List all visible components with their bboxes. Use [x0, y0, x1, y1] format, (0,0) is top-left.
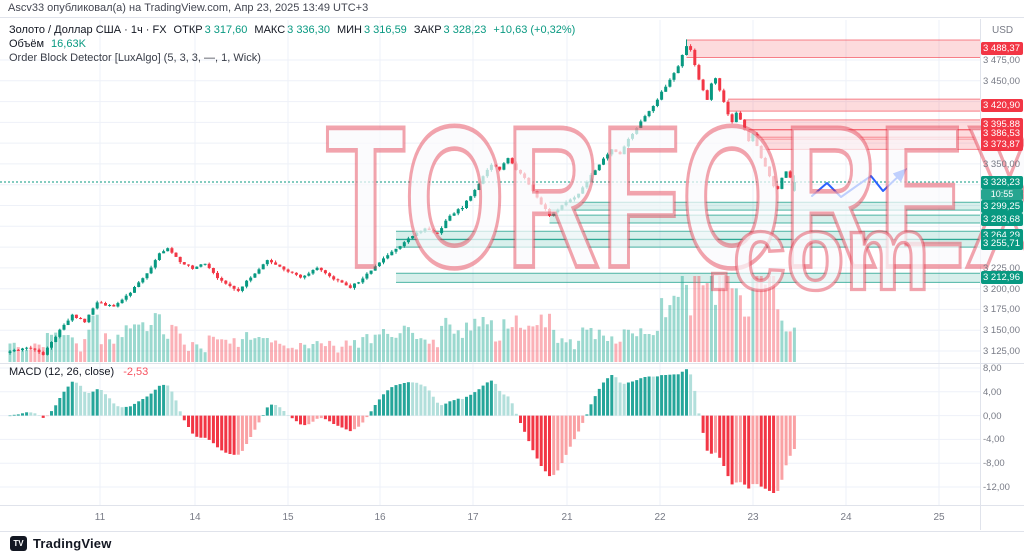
ohlc-close: ЗАКР 3 328,23: [413, 24, 487, 36]
publish-info-text: Ascv33 опубликовал(а) на TradingView.com…: [8, 2, 369, 14]
bottom-attribution-bar: TV TradingView: [0, 531, 1024, 554]
macd-layer: [8, 369, 796, 493]
currency-label: USD: [992, 25, 1014, 36]
macd-legend-row[interactable]: MACD (12, 26, close) -2,53: [9, 366, 148, 378]
volume-value: 16,63K: [51, 38, 86, 50]
volume-legend-row[interactable]: Объём 16,63K: [9, 37, 575, 51]
symbol-legend-row[interactable]: Золото / Доллар США · 1ч · FX ОТКР 3 317,…: [9, 23, 575, 37]
ohlc-open: ОТКР 3 317,60: [173, 24, 248, 36]
ohlc-low: МИН 3 316,59: [336, 24, 407, 36]
ohlc-high: МАКС 3 336,30: [254, 24, 330, 36]
volume-label: Объём: [9, 38, 45, 50]
indicator-title: Order Block Detector [LuxAlgo] (5, 3, 3,…: [9, 52, 261, 64]
macd-title: MACD (12, 26, close): [9, 366, 115, 378]
indicator-legend-row[interactable]: Order Block Detector [LuxAlgo] (5, 3, 3,…: [9, 51, 575, 65]
tradingview-wordmark[interactable]: TradingView: [33, 535, 112, 551]
candles-layer: [8, 39, 796, 356]
change-value: +10,63 (+0,32%): [493, 24, 576, 36]
chart-legend: Золото / Доллар США · 1ч · FX ОТКР 3 317,…: [9, 23, 575, 65]
tradingview-logo-icon[interactable]: TV: [10, 535, 27, 551]
publish-info-bar: Ascv33 опубликовал(а) на TradingView.com…: [0, 0, 1024, 18]
symbol-title: Золото / Доллар США · 1ч · FX: [9, 24, 167, 36]
macd-value: -2,53: [123, 366, 149, 378]
